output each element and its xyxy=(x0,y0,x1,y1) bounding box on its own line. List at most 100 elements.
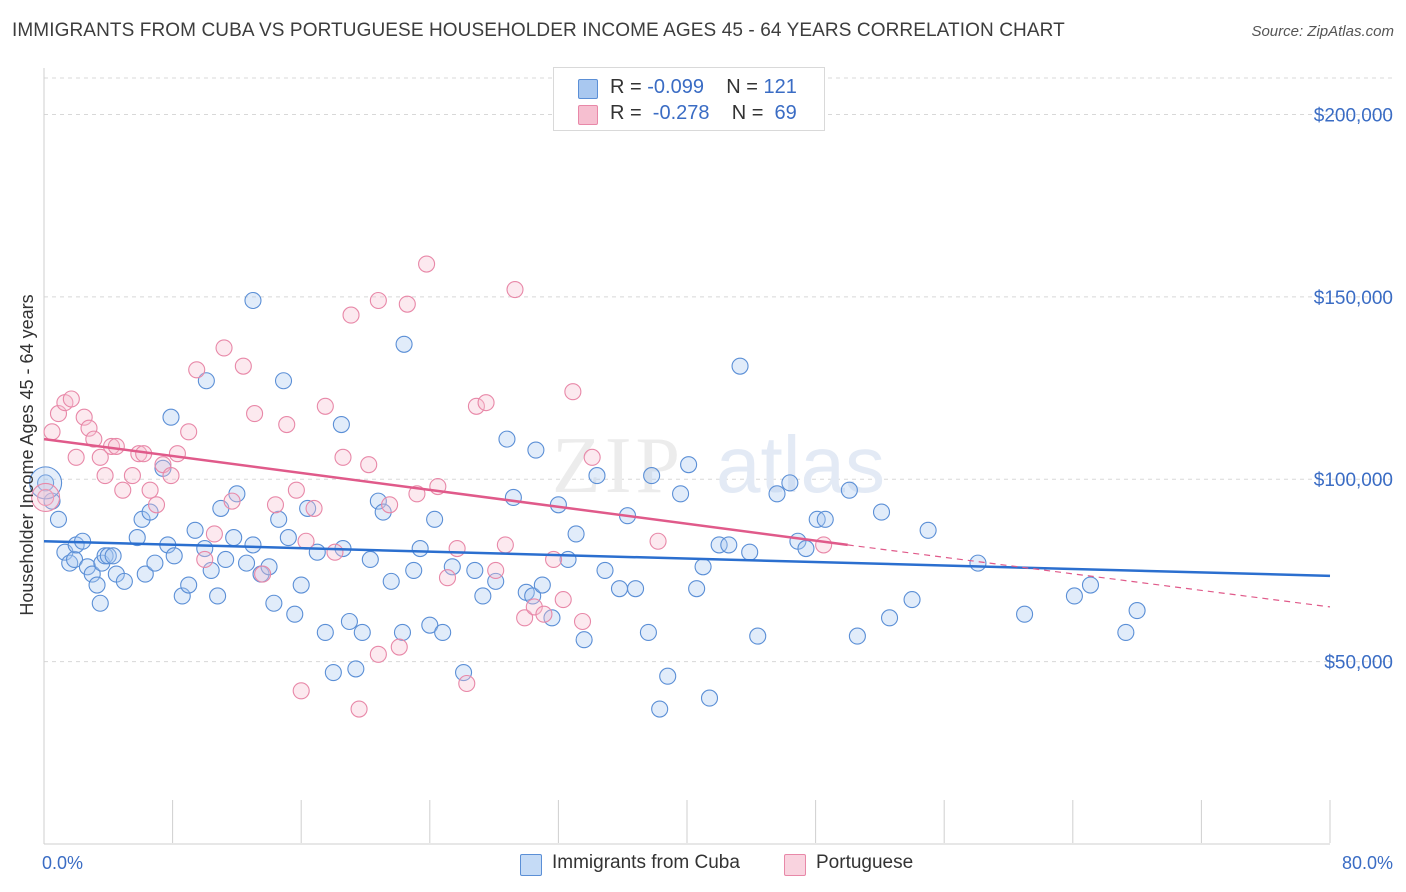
cuba-point xyxy=(244,291,262,310)
cuba-point xyxy=(99,547,117,565)
y-axis-label: Householder Income Ages 45 - 64 years xyxy=(17,294,37,615)
portuguese-point xyxy=(583,448,601,466)
cuba-point xyxy=(596,561,614,579)
portuguese-point xyxy=(49,405,68,423)
cuba-point xyxy=(136,565,154,583)
portuguese-point xyxy=(215,339,233,357)
portuguese-point xyxy=(564,383,582,401)
cuba-point xyxy=(1016,605,1034,623)
cuba-point xyxy=(731,357,749,375)
cuba-point xyxy=(270,510,288,528)
portuguese-point xyxy=(297,532,315,550)
portuguese-legend-swatch xyxy=(784,854,806,876)
cuba-legend-label: Immigrants from Cuba xyxy=(552,852,740,873)
cuba-point xyxy=(627,580,645,598)
trend-line-cuba xyxy=(43,539,1331,578)
portuguese-point xyxy=(554,591,572,609)
cuba-point xyxy=(797,539,815,558)
cuba-point xyxy=(65,550,84,569)
cuba-point xyxy=(455,664,473,682)
cuba-point xyxy=(104,547,122,565)
cuba-point xyxy=(382,572,400,590)
y-tick-label: $200,000 xyxy=(1314,105,1393,126)
cuba-point xyxy=(237,554,256,572)
cuba-point xyxy=(279,529,297,547)
cuba-point xyxy=(919,521,937,539)
portuguese-point xyxy=(278,415,296,434)
portuguese-point xyxy=(360,456,378,474)
cuba-point xyxy=(369,492,387,510)
portuguese-point xyxy=(369,291,387,310)
cuba-point xyxy=(1117,623,1135,641)
cuba-point xyxy=(781,474,799,492)
watermark: ZIP atlas xyxy=(552,420,885,510)
cuba-point xyxy=(610,580,629,598)
cuba-point xyxy=(710,536,728,554)
cuba-point xyxy=(426,510,444,528)
cuba-point xyxy=(700,689,719,707)
portuguese-point xyxy=(67,448,85,466)
portuguese-point xyxy=(334,448,352,466)
portuguese-point xyxy=(75,408,93,426)
cuba-point xyxy=(225,529,243,547)
r-value: -0.278 xyxy=(647,102,710,124)
cuba-point xyxy=(672,485,690,503)
cuba-point xyxy=(141,503,159,521)
n-label: N = xyxy=(731,102,769,124)
cuba-point xyxy=(395,335,413,353)
portuguese-point xyxy=(815,536,833,554)
source-label: Source: ZipAtlas.com xyxy=(1251,23,1394,40)
legend-row-portuguese-text: R = -0.278 N = 69 xyxy=(610,102,797,125)
portuguese-point xyxy=(114,481,132,499)
cuba-point xyxy=(741,543,759,561)
cuba-point xyxy=(165,547,183,565)
cuba-point xyxy=(466,561,484,579)
series-portuguese xyxy=(31,255,833,718)
portuguese-point xyxy=(123,467,141,485)
cuba-point xyxy=(186,521,204,539)
cuba-point xyxy=(903,591,921,609)
legend-row-cuba-text: R = -0.099 N = 121 xyxy=(610,76,797,99)
cuba-point xyxy=(588,467,606,485)
portuguese-point xyxy=(369,645,387,663)
cuba-swatch xyxy=(578,79,598,99)
cuba-point xyxy=(768,485,786,503)
x-tick-label-min: 0.0% xyxy=(42,853,83,873)
cuba-legend-swatch xyxy=(520,854,542,876)
portuguese-point xyxy=(535,605,553,623)
cuba-point xyxy=(1081,576,1100,594)
cuba-point xyxy=(533,576,551,594)
cuba-point xyxy=(434,623,452,641)
cuba-point xyxy=(643,467,661,485)
cuba-point xyxy=(180,576,198,594)
cuba-point xyxy=(549,496,567,514)
portuguese-point xyxy=(188,361,206,379)
r-label: R = xyxy=(610,76,648,98)
cuba-point xyxy=(292,576,310,594)
portuguese-point xyxy=(477,394,495,412)
portuguese-point xyxy=(147,496,166,514)
chart-title: IMMIGRANTS FROM CUBA VS PORTUGUESE HOUSE… xyxy=(12,20,1065,41)
portuguese-point xyxy=(37,488,55,507)
r-value: -0.099 xyxy=(647,76,704,98)
portuguese-point xyxy=(326,543,344,561)
cuba-point xyxy=(688,580,706,598)
cuba-point xyxy=(498,430,516,448)
portuguese-point xyxy=(458,674,476,693)
cuba-point xyxy=(197,372,215,390)
watermark-zip: ZIP xyxy=(552,422,684,510)
portuguese-point-large xyxy=(31,482,61,513)
portuguese-point xyxy=(141,481,159,499)
cuba-point xyxy=(324,664,342,682)
portuguese-point xyxy=(223,492,241,510)
cuba-point xyxy=(332,415,350,434)
portuguese-point xyxy=(305,499,323,517)
y-tick-labels: $50,000 $100,000 $150,000 $200,000 xyxy=(1314,105,1393,673)
cuba-point xyxy=(393,623,412,641)
portuguese-point xyxy=(381,496,399,514)
cuba-point xyxy=(347,660,365,678)
portuguese-point xyxy=(96,467,114,485)
cuba-point xyxy=(816,510,834,528)
cuba-point xyxy=(202,561,220,579)
